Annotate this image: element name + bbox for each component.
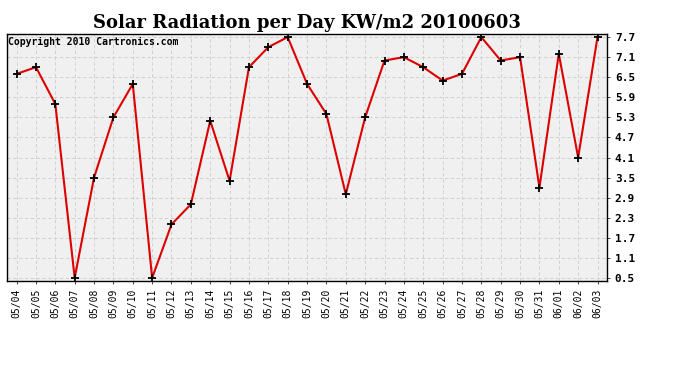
- Title: Solar Radiation per Day KW/m2 20100603: Solar Radiation per Day KW/m2 20100603: [93, 14, 521, 32]
- Text: Copyright 2010 Cartronics.com: Copyright 2010 Cartronics.com: [8, 38, 179, 48]
